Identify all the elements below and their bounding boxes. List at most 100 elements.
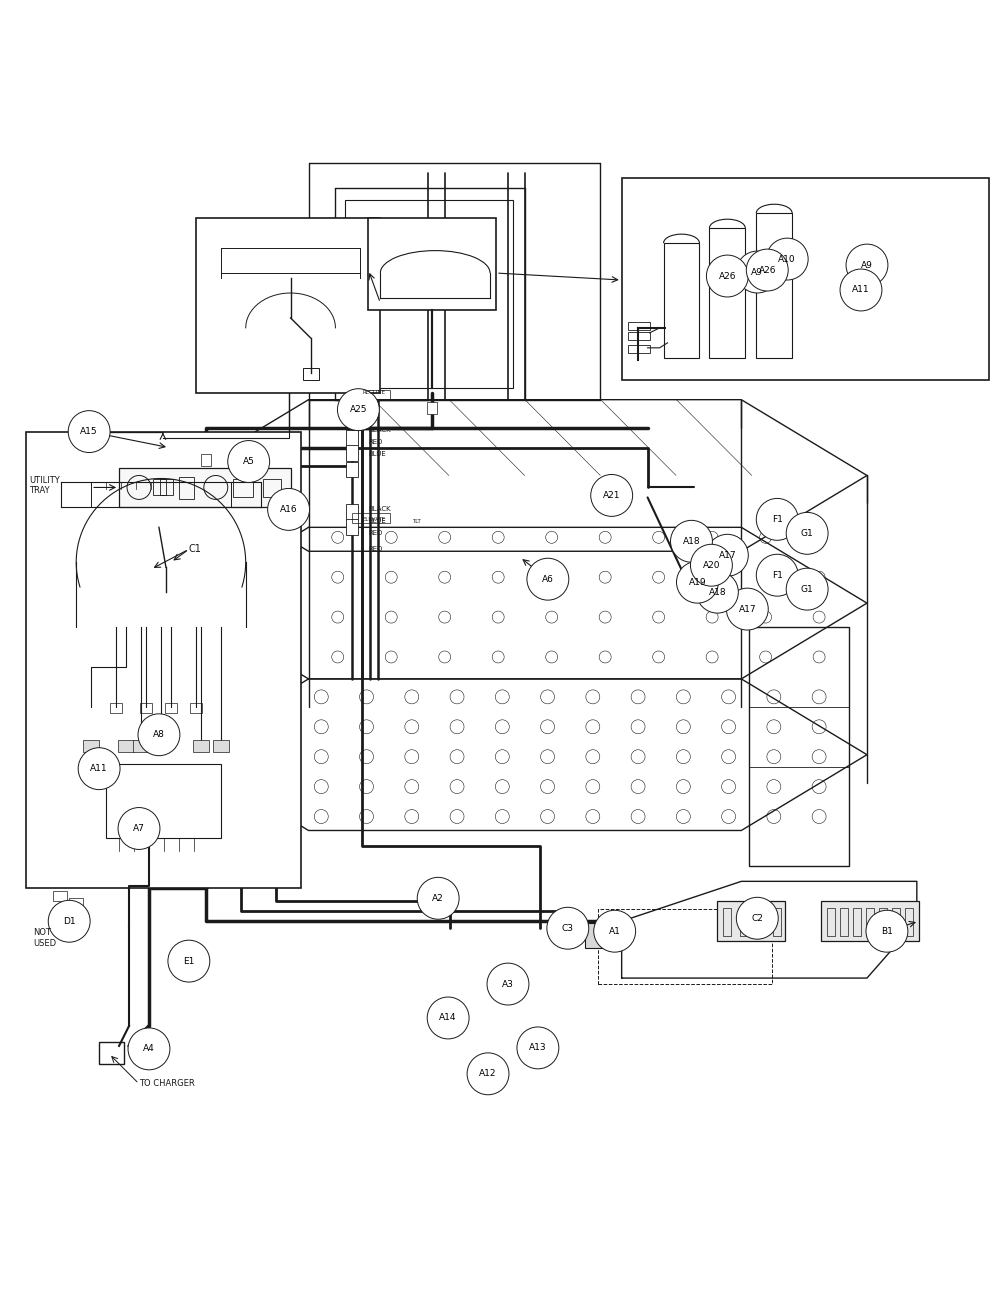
- Text: BLACK: BLACK: [368, 427, 391, 432]
- Text: RECLINE: RECLINE: [362, 391, 385, 395]
- Circle shape: [591, 475, 633, 516]
- Text: A4: A4: [143, 1044, 155, 1053]
- Text: E1: E1: [183, 956, 195, 965]
- Text: RED: RED: [368, 546, 383, 553]
- Text: C3: C3: [562, 924, 574, 933]
- Circle shape: [786, 568, 828, 609]
- Bar: [756, 214, 792, 358]
- Circle shape: [746, 250, 788, 291]
- Text: A9: A9: [861, 260, 873, 269]
- Text: A18: A18: [683, 537, 700, 546]
- Bar: [346, 505, 358, 520]
- Circle shape: [690, 545, 732, 586]
- Bar: [179, 477, 194, 499]
- Text: TO CHARGER: TO CHARGER: [139, 1079, 195, 1088]
- Text: A3: A3: [502, 980, 514, 989]
- Bar: [153, 480, 166, 496]
- Bar: [749, 628, 849, 867]
- Circle shape: [118, 807, 160, 849]
- Circle shape: [487, 963, 529, 1005]
- Text: A26: A26: [759, 265, 776, 274]
- Circle shape: [846, 245, 888, 286]
- Circle shape: [138, 714, 180, 756]
- Text: NOT
USED: NOT USED: [33, 929, 56, 949]
- Circle shape: [766, 238, 808, 280]
- Bar: [740, 908, 748, 936]
- Bar: [840, 908, 848, 936]
- Bar: [345, 201, 513, 388]
- Text: A5: A5: [243, 457, 255, 466]
- Text: RED: RED: [368, 531, 383, 536]
- Bar: [757, 908, 765, 936]
- Bar: [53, 892, 67, 902]
- Bar: [427, 401, 437, 414]
- Bar: [622, 179, 989, 379]
- Text: A10: A10: [778, 255, 796, 264]
- Bar: [140, 703, 152, 713]
- Bar: [99, 1042, 124, 1064]
- Text: A8: A8: [153, 730, 165, 739]
- Bar: [160, 480, 173, 496]
- Text: A19: A19: [689, 577, 706, 586]
- Bar: [905, 908, 913, 936]
- Text: A7: A7: [133, 824, 145, 833]
- Text: A20: A20: [703, 560, 720, 569]
- Bar: [346, 445, 358, 461]
- Circle shape: [677, 562, 718, 603]
- Bar: [709, 228, 745, 358]
- Circle shape: [756, 498, 798, 541]
- Circle shape: [168, 941, 210, 982]
- Bar: [233, 480, 253, 497]
- Text: BLUE: BLUE: [368, 450, 386, 457]
- Circle shape: [786, 512, 828, 554]
- Bar: [866, 908, 874, 936]
- Circle shape: [756, 554, 798, 597]
- Bar: [598, 910, 772, 983]
- Bar: [110, 703, 122, 713]
- Text: G1: G1: [801, 585, 814, 594]
- Bar: [271, 470, 281, 481]
- Text: TLT: TLT: [412, 519, 421, 524]
- Bar: [83, 740, 99, 752]
- Text: A21: A21: [603, 490, 620, 499]
- Bar: [879, 908, 887, 936]
- Bar: [263, 480, 281, 497]
- Bar: [346, 519, 358, 536]
- Circle shape: [840, 269, 882, 311]
- Bar: [193, 740, 209, 752]
- Text: A15: A15: [80, 427, 98, 436]
- Text: G1: G1: [801, 529, 814, 538]
- Bar: [303, 367, 319, 379]
- Circle shape: [671, 520, 712, 562]
- Text: A6: A6: [542, 575, 554, 584]
- Bar: [119, 467, 291, 507]
- Circle shape: [706, 255, 748, 298]
- Bar: [190, 703, 202, 713]
- Bar: [106, 763, 221, 839]
- Text: UTILITY
TRAY: UTILITY TRAY: [29, 476, 60, 496]
- Circle shape: [517, 1027, 559, 1069]
- Text: C1: C1: [189, 545, 202, 554]
- Circle shape: [68, 410, 110, 453]
- Bar: [69, 898, 83, 908]
- Text: A14: A14: [439, 1013, 457, 1022]
- Circle shape: [228, 440, 270, 483]
- Text: F1: F1: [772, 571, 783, 580]
- Text: A12: A12: [479, 1069, 497, 1078]
- Bar: [628, 322, 650, 330]
- Bar: [821, 902, 919, 941]
- Text: BLUE: BLUE: [368, 519, 386, 524]
- Bar: [153, 740, 169, 752]
- Circle shape: [726, 589, 768, 630]
- Circle shape: [866, 910, 908, 952]
- Text: A17: A17: [719, 551, 736, 560]
- Circle shape: [337, 388, 379, 431]
- Circle shape: [736, 897, 778, 939]
- Circle shape: [427, 996, 469, 1039]
- Bar: [63, 911, 77, 921]
- Text: A17: A17: [738, 604, 756, 613]
- Bar: [201, 474, 211, 485]
- Text: ELEVATE: ELEVATE: [362, 516, 386, 521]
- Bar: [717, 902, 785, 941]
- Circle shape: [268, 488, 310, 531]
